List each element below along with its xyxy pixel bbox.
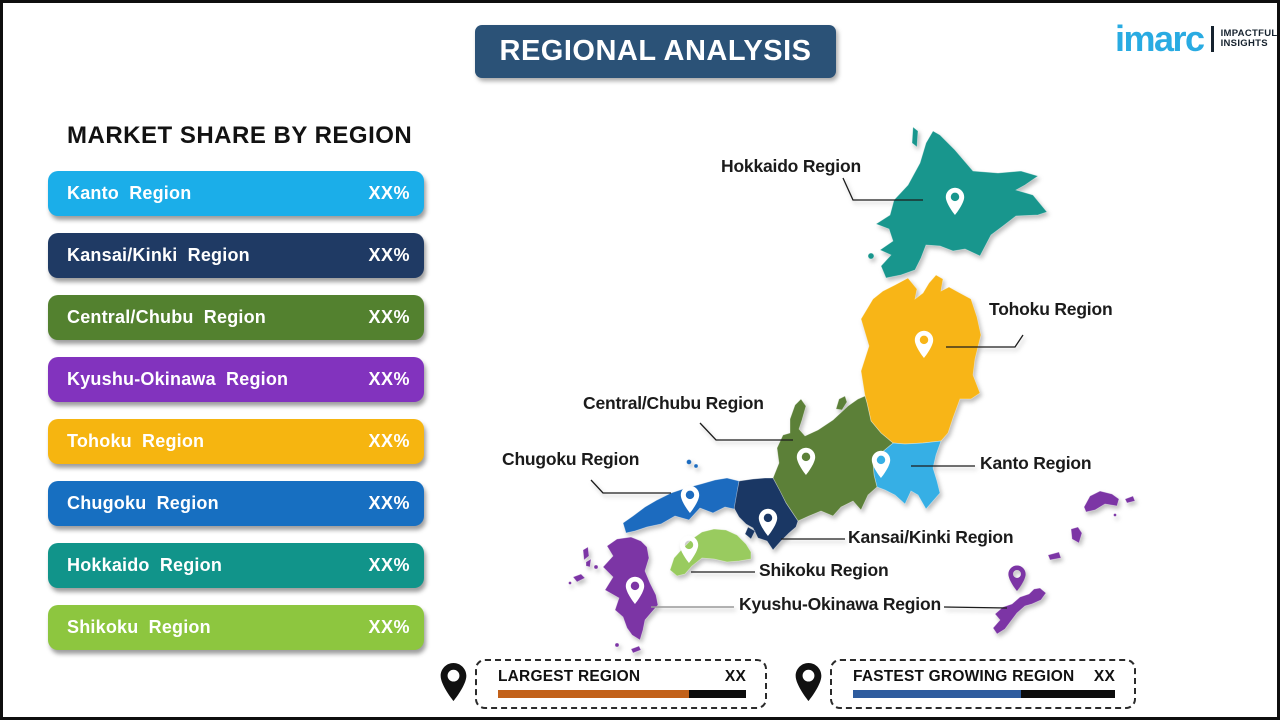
bar-region-label: Kyushu-Okinawa Region <box>67 369 289 389</box>
bar-region-label: Kanto Region <box>67 183 192 203</box>
bar-region-value: XX% <box>368 307 410 327</box>
bar-region-value: XX% <box>368 431 410 451</box>
map-region-okinawa <box>992 490 1136 635</box>
market-share-bar-tohoku: Tohoku Region XX% <box>48 419 424 464</box>
market-share-bar-kansai: Kansai/Kinki Region XX% <box>48 233 424 278</box>
bar-region-value: XX% <box>368 617 410 637</box>
map-label-kanto: Kanto Region <box>980 453 1092 473</box>
japan-map: Hokkaido Region Tohoku Region Central/Ch… <box>502 100 1166 666</box>
fastest-growing-bar-rest <box>1020 690 1115 698</box>
map-region-tohoku <box>860 274 982 445</box>
map-pin-chugoku <box>680 485 700 513</box>
map-region-chugoku <box>622 459 740 534</box>
leader-tohoku <box>946 334 1024 348</box>
largest-region-label: LARGEST REGION <box>498 668 641 685</box>
largest-region-bar-fill <box>498 690 689 698</box>
largest-region-pin-icon <box>440 663 467 701</box>
fastest-growing-bar <box>853 690 1115 698</box>
logo-tagline-line1: IMPACTFUL <box>1220 27 1278 39</box>
fastest-growing-bar-fill <box>853 690 1021 698</box>
imarc-logo-text: imarc <box>1115 18 1205 59</box>
largest-region-legend: LARGEST REGION XX <box>475 659 767 709</box>
bar-region-label: Chugoku Region <box>67 493 219 513</box>
map-label-chubu: Central/Chubu Region <box>583 393 764 413</box>
map-pin-okinawa <box>1008 565 1026 591</box>
bar-region-value: XX% <box>368 245 410 265</box>
market-share-bar-chugoku: Chugoku Region XX% <box>48 481 424 526</box>
fastest-growing-pin-icon <box>795 663 822 701</box>
japan-map-svg <box>568 126 1136 663</box>
largest-region-bar-rest <box>688 690 746 698</box>
bar-region-label: Tohoku Region <box>67 431 205 451</box>
leader-chugoku <box>590 479 671 494</box>
market-share-heading: MARKET SHARE BY REGION <box>67 122 413 149</box>
map-pin-kansai <box>758 508 778 536</box>
map-region-kyushu <box>568 536 659 663</box>
map-pin-shikoku <box>679 535 699 563</box>
logo-divider <box>1210 26 1214 52</box>
fastest-growing-legend: FASTEST GROWING REGION XX <box>830 659 1136 709</box>
bar-region-label: Hokkaido Region <box>67 555 223 575</box>
imarc-logo: imarc IMPACTFUL INSIGHTS <box>1115 19 1277 59</box>
page-title: REGIONAL ANALYSIS <box>475 25 836 78</box>
market-share-list: Kanto Region XX% Kansai/Kinki Region XX%… <box>48 171 424 650</box>
map-pin-kanto <box>871 450 891 478</box>
bar-region-label: Kansai/Kinki Region <box>67 245 250 265</box>
map-pin-kyushu <box>625 576 645 604</box>
map-label-tohoku: Tohoku Region <box>989 299 1113 319</box>
logo-tagline-line2: INSIGHTS <box>1220 38 1268 49</box>
bar-region-value: XX% <box>368 555 410 575</box>
map-label-chugoku: Chugoku Region <box>502 449 640 469</box>
leader-kyushu-okinawa <box>943 606 1008 609</box>
market-share-bar-hokkaido: Hokkaido Region XX% <box>48 543 424 588</box>
map-label-kansai: Kansai/Kinki Region <box>848 527 1014 547</box>
bar-region-label: Shikoku Region <box>67 617 211 637</box>
map-pin-hokkaido <box>945 187 965 215</box>
map-label-shikoku: Shikoku Region <box>759 560 889 580</box>
largest-region-value: XX <box>724 668 746 685</box>
leader-hokkaido <box>842 177 923 201</box>
bar-region-label: Central/Chubu Region <box>67 307 266 327</box>
bar-region-value: XX% <box>368 493 410 513</box>
market-share-bar-shikoku: Shikoku Region XX% <box>48 605 424 650</box>
market-share-bar-chubu: Central/Chubu Region XX% <box>48 295 424 340</box>
market-share-bar-kanto: Kanto Region XX% <box>48 171 424 216</box>
fastest-growing-value: XX <box>1093 668 1115 685</box>
fastest-growing-label: FASTEST GROWING REGION <box>853 668 1075 685</box>
leader-chubu <box>699 422 793 441</box>
largest-region-bar <box>498 690 746 698</box>
bar-region-value: XX% <box>368 183 410 203</box>
map-label-kyushu: Kyushu-Okinawa Region <box>739 594 941 614</box>
bar-region-value: XX% <box>368 369 410 389</box>
map-label-hokkaido: Hokkaido Region <box>721 156 861 176</box>
map-pin-chubu <box>796 447 816 475</box>
market-share-bar-kyushu: Kyushu-Okinawa Region XX% <box>48 357 424 402</box>
logo-tagline: IMPACTFUL INSIGHTS <box>1220 27 1278 50</box>
map-pin-tohoku <box>914 330 934 358</box>
